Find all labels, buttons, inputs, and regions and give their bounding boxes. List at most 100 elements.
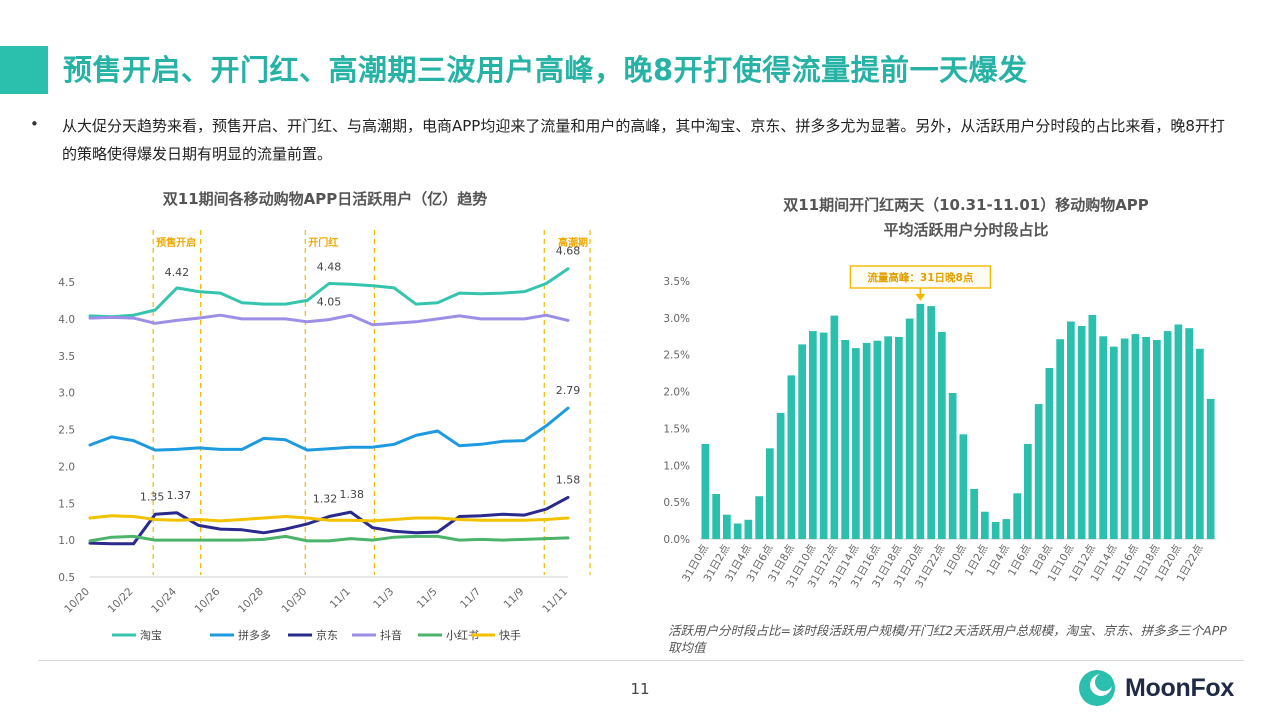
line-x-tick: 11/5 <box>415 586 440 611</box>
bar <box>701 443 710 539</box>
line-y-tick: 4.0 <box>58 314 75 326</box>
line-x-tick: 10/30 <box>280 586 310 616</box>
title-accent-bar <box>0 46 48 94</box>
bar <box>830 315 839 539</box>
line-y-tick: 1.0 <box>58 535 75 547</box>
bar <box>1185 328 1193 539</box>
line-data-label: 4.68 <box>556 245 581 258</box>
legend-label: 小红书 <box>446 629 479 642</box>
bar-chart: 双11期间开门红两天（10.31-11.01）移动购物APP 平均活跃用户分时段… <box>663 196 1216 590</box>
bar <box>744 519 753 539</box>
line-y-tick: 4.5 <box>58 277 75 289</box>
bar <box>1099 336 1107 539</box>
line-series-拼多多 <box>88 406 570 452</box>
bar <box>905 318 914 539</box>
peak-arrow-icon <box>915 293 926 301</box>
brand-name: MoonFox <box>1125 673 1234 702</box>
bar <box>970 488 978 539</box>
line-x-tick: 11/11 <box>540 586 570 616</box>
legend-label: 快手 <box>499 628 521 642</box>
bar <box>852 348 860 539</box>
bar-y-tick: 3.5% <box>663 276 690 288</box>
line-x-tick: 11/9 <box>501 586 526 611</box>
bar-y-tick: 0.0% <box>663 534 690 546</box>
period-label: 高潮期 <box>558 236 588 249</box>
line-x-tick: 11/3 <box>371 586 396 611</box>
bar <box>798 344 806 539</box>
bar-y-tick: 1.5% <box>663 423 690 435</box>
legend-label: 拼多多 <box>238 628 271 642</box>
bar <box>1034 404 1043 539</box>
bar-y-tick: 0.5% <box>663 497 690 509</box>
bar <box>712 494 720 539</box>
line-data-label: 1.37 <box>167 489 192 502</box>
footer-divider <box>38 660 1244 661</box>
line-x-tick: 10/28 <box>236 586 266 616</box>
page-title: 预售开启、开门红、高潮期三波用户高峰，晚8开打使得流量提前一天爆发 <box>63 53 1028 87</box>
bar-y-tick: 2.5% <box>663 350 690 362</box>
bar <box>895 337 903 539</box>
bar <box>1131 334 1140 539</box>
bar <box>723 514 731 539</box>
bar <box>1056 339 1064 539</box>
period-label: 开门红 <box>308 236 338 249</box>
line-x-tick: 11/7 <box>458 586 483 611</box>
bar <box>787 375 796 539</box>
line-x-tick: 10/24 <box>149 585 179 615</box>
summary-text: 从大促分天趋势来看，预售开启、开门红、与高潮期，电商APP均迎来了流量和用户的高… <box>62 117 1225 163</box>
bar <box>981 511 989 539</box>
bar-y-tick: 1.0% <box>663 460 690 472</box>
line-series-小红书 <box>88 534 570 543</box>
bar <box>1142 337 1150 539</box>
legend-label: 京东 <box>316 628 338 642</box>
bar <box>1163 331 1172 539</box>
bar <box>991 522 1000 539</box>
line-data-label: 2.79 <box>556 384 581 397</box>
bar <box>938 331 946 539</box>
line-x-tick: 10/20 <box>62 586 92 616</box>
bar <box>1067 321 1075 539</box>
line-data-label: 1.35 <box>140 490 165 503</box>
line-chart: 双11期间各移动购物APP日活跃用户（亿）趋势 预售开启 开门红 高潮期 4.42 4… <box>58 190 591 642</box>
bar <box>873 340 882 539</box>
bar <box>1174 324 1183 539</box>
line-series-快手 <box>88 514 570 523</box>
bar <box>1045 368 1054 539</box>
line-y-tick: 3.5 <box>58 351 75 363</box>
bullet-dot: • <box>30 115 39 133</box>
line-data-label: 4.48 <box>317 260 342 273</box>
bar <box>1196 348 1204 539</box>
line-x-tick: 11/1 <box>328 586 353 611</box>
bar-y-tick: 3.0% <box>663 313 690 325</box>
line-data-label: 4.42 <box>165 266 190 279</box>
line-y-tick: 3.0 <box>58 388 75 400</box>
bar <box>862 342 871 539</box>
bar <box>766 448 774 539</box>
bar <box>916 303 925 539</box>
bar <box>755 496 763 539</box>
line-data-label: 1.38 <box>339 488 364 501</box>
bar <box>1002 519 1011 539</box>
line-series-淘宝 <box>88 267 570 319</box>
bar <box>1013 493 1021 539</box>
moonfox-logo-icon <box>1079 670 1115 706</box>
bar <box>1120 338 1129 539</box>
bar <box>1077 326 1086 539</box>
bar <box>948 393 957 539</box>
legend-label: 抖音 <box>380 628 402 642</box>
line-y-tick: 1.5 <box>58 498 75 510</box>
line-data-label: 1.32 <box>313 493 338 506</box>
bar <box>819 332 828 539</box>
bar <box>733 523 742 539</box>
peak-annotation-text: 流量高峰：31日晚8点 <box>867 271 973 284</box>
line-data-label: 1.58 <box>556 473 581 486</box>
bar-chart-title: 双11期间开门红两天（10.31-11.01）移动购物APP <box>783 196 1149 214</box>
bar <box>1206 398 1215 539</box>
bar <box>959 434 968 539</box>
moonfox-logo: MoonFox <box>1077 668 1234 708</box>
line-series-抖音 <box>88 313 570 327</box>
bar <box>927 306 935 539</box>
page-number: 11 <box>630 680 650 698</box>
line-y-tick: 2.5 <box>58 425 75 437</box>
period-label: 预售开启 <box>156 236 196 249</box>
